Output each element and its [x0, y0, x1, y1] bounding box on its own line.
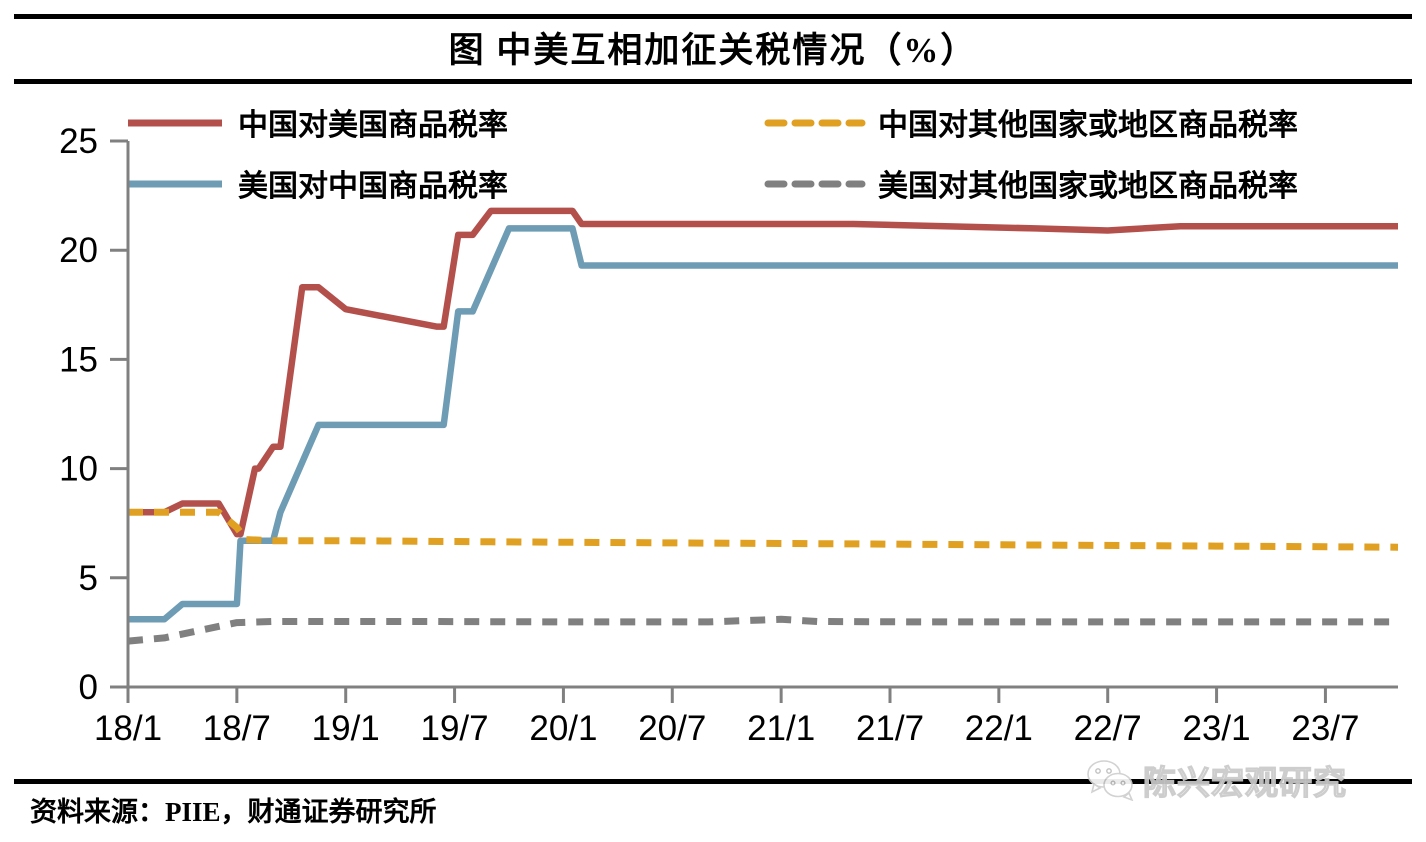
- x-tick-label: 22/1: [965, 709, 1033, 748]
- y-tick-label: 0: [79, 668, 98, 707]
- legend-item-3[interactable]: 美国对其他国家或地区商品税率: [764, 169, 1298, 203]
- chart-legend: 中国对美国商品税率 美国对中国商品税率 中国对其他国家或地区商品税率 美国对其他…: [128, 108, 1298, 203]
- x-tick-label: 18/1: [94, 709, 162, 748]
- source-note: 资料来源：PIIE，财通证券研究所: [30, 797, 437, 827]
- y-tick-label: 5: [79, 559, 98, 598]
- legend-item-1[interactable]: 美国对中国商品税率: [128, 169, 508, 203]
- series-line-0: [128, 207, 1398, 538]
- header-rule-bottom: [14, 79, 1412, 84]
- y-tick-label: 20: [59, 231, 98, 270]
- header-rule-top: [14, 14, 1412, 19]
- series-line-1: [128, 225, 1398, 623]
- x-tick-label: 18/7: [203, 709, 271, 748]
- axis-ticks: [110, 139, 1327, 703]
- footer-rule: [14, 779, 1412, 784]
- tariff-line-chart: 中国对美国商品税率 美国对中国商品税率 中国对其他国家或地区商品税率 美国对其他…: [59, 108, 1399, 748]
- y-axis-labels: 0 5 10 15 20 25: [59, 122, 98, 707]
- x-tick-label: 20/1: [529, 709, 597, 748]
- legend-item-0[interactable]: 中国对美国商品税率: [128, 108, 508, 142]
- legend-label-1: 美国对中国商品税率: [238, 169, 508, 203]
- x-tick-label: 19/7: [421, 709, 489, 748]
- x-tick-label: 21/7: [856, 709, 924, 748]
- legend-label-3: 美国对其他国家或地区商品税率: [878, 169, 1298, 203]
- series-group: [127, 207, 1399, 645]
- x-tick-label: 22/7: [1074, 709, 1142, 748]
- x-tick-label: 21/1: [747, 709, 815, 748]
- y-tick-label: 25: [59, 122, 98, 161]
- series-line-3: [127, 615, 1398, 645]
- page-title: 图 中美互相加征关税情况（%）: [448, 31, 978, 70]
- x-tick-label: 19/1: [312, 709, 380, 748]
- x-tick-label: 23/1: [1183, 709, 1251, 748]
- x-tick-label: 20/7: [638, 709, 706, 748]
- legend-label-2: 中国对其他国家或地区商品税率: [878, 109, 1298, 142]
- y-tick-label: 15: [59, 340, 98, 379]
- series-line-2: [128, 508, 1399, 551]
- legend-item-2[interactable]: 中国对其他国家或地区商品税率: [764, 109, 1298, 142]
- chart-plot-area: 中国对美国商品税率 美国对中国商品税率 中国对其他国家或地区商品税率 美国对其他…: [0, 88, 1426, 758]
- legend-label-0: 中国对美国商品税率: [238, 108, 508, 142]
- y-tick-label: 10: [59, 450, 98, 489]
- x-tick-label: 23/7: [1291, 709, 1359, 748]
- x-axis-labels: 18/1 18/7 19/1 19/7 20/1 20/7 21/1 21/7 22/1 22/7…: [94, 709, 1360, 748]
